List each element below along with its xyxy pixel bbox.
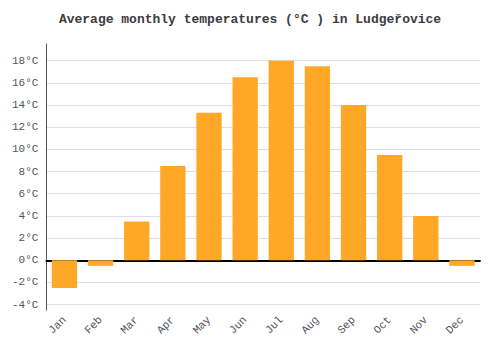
svg-text:2°C: 2°C	[19, 232, 39, 244]
svg-text:May: May	[191, 314, 214, 337]
svg-text:Feb: Feb	[82, 314, 104, 336]
svg-text:Nov: Nov	[408, 314, 431, 337]
svg-text:14°C: 14°C	[12, 99, 39, 111]
svg-text:0°C: 0°C	[19, 254, 39, 266]
svg-text:Jul: Jul	[263, 314, 285, 336]
svg-text:16°C: 16°C	[12, 77, 39, 89]
svg-text:-4°C: -4°C	[12, 299, 39, 311]
svg-text:Jun: Jun	[227, 314, 249, 336]
svg-text:Average monthly temperatures (: Average monthly temperatures (°C ) in Lu…	[59, 12, 441, 27]
svg-text:Dec: Dec	[444, 314, 466, 336]
svg-text:Jan: Jan	[46, 314, 68, 336]
svg-text:Sep: Sep	[335, 314, 357, 336]
svg-text:Apr: Apr	[155, 314, 177, 336]
svg-text:10°C: 10°C	[12, 143, 39, 155]
svg-text:Mar: Mar	[119, 314, 141, 336]
svg-text:6°C: 6°C	[19, 188, 39, 200]
svg-text:4°C: 4°C	[19, 210, 39, 222]
svg-text:Aug: Aug	[299, 314, 321, 336]
svg-text:18°C: 18°C	[12, 55, 39, 67]
svg-text:Oct: Oct	[371, 314, 393, 336]
svg-text:-2°C: -2°C	[12, 276, 39, 288]
svg-text:12°C: 12°C	[12, 121, 39, 133]
svg-text:8°C: 8°C	[19, 166, 39, 178]
